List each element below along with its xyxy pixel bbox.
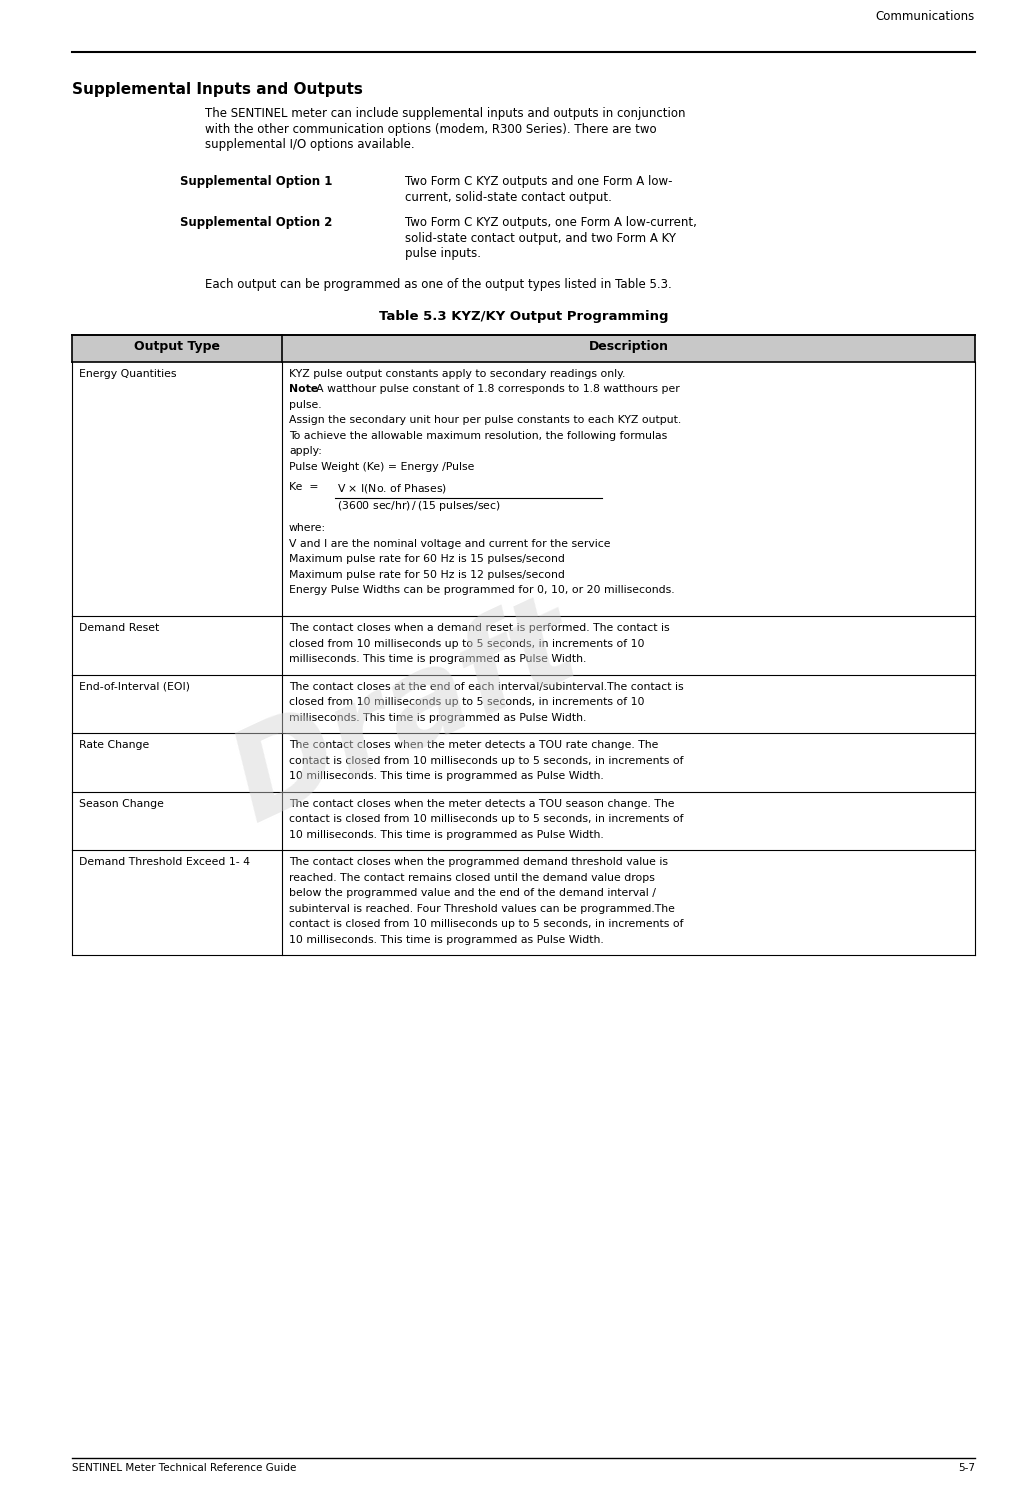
Text: 5-7: 5-7 <box>958 1463 975 1474</box>
Text: Energy Quantities: Energy Quantities <box>79 370 176 378</box>
Text: Season Change: Season Change <box>79 799 164 809</box>
Text: To achieve the allowable maximum resolution, the following formulas: To achieve the allowable maximum resolut… <box>289 431 668 441</box>
Text: closed from 10 milliseconds up to 5 seconds, in increments of 10: closed from 10 milliseconds up to 5 seco… <box>289 697 644 708</box>
Text: where:: where: <box>289 523 326 533</box>
Text: Each output can be programmed as one of the output types listed in Table 5.3.: Each output can be programmed as one of … <box>205 279 672 291</box>
Text: Output Type: Output Type <box>134 340 220 353</box>
Text: Draft: Draft <box>215 584 596 846</box>
Text: Rate Change: Rate Change <box>79 741 149 751</box>
Text: The contact closes when the meter detects a TOU season change. The: The contact closes when the meter detect… <box>289 799 675 809</box>
Text: current, solid-state contact output.: current, solid-state contact output. <box>405 191 612 204</box>
Text: Note: Note <box>289 384 318 395</box>
Text: The contact closes when the meter detects a TOU rate change. The: The contact closes when the meter detect… <box>289 741 658 751</box>
Text: 10 milliseconds. This time is programmed as Pulse Width.: 10 milliseconds. This time is programmed… <box>289 936 604 945</box>
Text: Energy Pulse Widths can be programmed for 0, 10, or 20 milliseconds.: Energy Pulse Widths can be programmed fo… <box>289 586 675 596</box>
Text: solid-state contact output, and two Form A KY: solid-state contact output, and two Form… <box>405 232 676 244</box>
Text: End-of-Interval (EOI): End-of-Interval (EOI) <box>79 682 190 691</box>
Text: milliseconds. This time is programmed as Pulse Width.: milliseconds. This time is programmed as… <box>289 714 587 723</box>
Text: contact is closed from 10 milliseconds up to 5 seconds, in increments of: contact is closed from 10 milliseconds u… <box>289 755 684 766</box>
Text: pulse inputs.: pulse inputs. <box>405 247 481 261</box>
Text: The contact closes when the programmed demand threshold value is: The contact closes when the programmed d… <box>289 858 668 867</box>
Text: Two Form C KYZ outputs and one Form A low-: Two Form C KYZ outputs and one Form A lo… <box>405 176 673 189</box>
Text: V and I are the nominal voltage and current for the service: V and I are the nominal voltage and curr… <box>289 539 611 548</box>
Text: Demand Reset: Demand Reset <box>79 623 159 633</box>
Text: KYZ pulse output constants apply to secondary readings only.: KYZ pulse output constants apply to seco… <box>289 370 625 378</box>
Text: SENTINEL Meter Technical Reference Guide: SENTINEL Meter Technical Reference Guide <box>72 1463 297 1474</box>
Text: subinterval is reached. Four Threshold values can be programmed.The: subinterval is reached. Four Threshold v… <box>289 904 675 913</box>
Text: Demand Threshold Exceed 1- 4: Demand Threshold Exceed 1- 4 <box>79 858 250 867</box>
Text: contact is closed from 10 milliseconds up to 5 seconds, in increments of: contact is closed from 10 milliseconds u… <box>289 815 684 824</box>
Text: with the other communication options (modem, R300 Series). There are two: with the other communication options (mo… <box>205 122 656 136</box>
Text: Communications: Communications <box>876 10 975 22</box>
Text: contact is closed from 10 milliseconds up to 5 seconds, in increments of: contact is closed from 10 milliseconds u… <box>289 919 684 930</box>
Text: supplemental I/O options available.: supplemental I/O options available. <box>205 139 414 150</box>
Text: The contact closes when a demand reset is performed. The contact is: The contact closes when a demand reset i… <box>289 623 670 633</box>
Text: The SENTINEL meter can include supplemental inputs and outputs in conjunction: The SENTINEL meter can include supplemen… <box>205 107 686 121</box>
Text: Maximum pulse rate for 60 Hz is 15 pulses/second: Maximum pulse rate for 60 Hz is 15 pulse… <box>289 554 565 565</box>
Text: Ke  =: Ke = <box>289 483 318 493</box>
Text: (3600 sec/hr)$\,/\,$(15 pulses/sec): (3600 sec/hr)$\,/\,$(15 pulses/sec) <box>337 499 500 513</box>
Text: Assign the secondary unit hour per pulse constants to each KYZ output.: Assign the secondary unit hour per pulse… <box>289 416 682 426</box>
Text: 10 milliseconds. This time is programmed as Pulse Width.: 10 milliseconds. This time is programmed… <box>289 830 604 840</box>
Text: Table 5.3 KYZ/KY Output Programming: Table 5.3 KYZ/KY Output Programming <box>379 310 669 323</box>
Bar <box>72 335 975 362</box>
Text: Supplemental Option 1: Supplemental Option 1 <box>180 176 332 189</box>
Text: Description: Description <box>589 340 669 353</box>
Text: closed from 10 milliseconds up to 5 seconds, in increments of 10: closed from 10 milliseconds up to 5 seco… <box>289 639 644 650</box>
Text: Supplemental Inputs and Outputs: Supplemental Inputs and Outputs <box>72 82 363 97</box>
Text: The contact closes at the end of each interval/subinterval.The contact is: The contact closes at the end of each in… <box>289 682 684 691</box>
Text: reached. The contact remains closed until the demand value drops: reached. The contact remains closed unti… <box>289 873 654 884</box>
Text: Maximum pulse rate for 50 Hz is 12 pulses/second: Maximum pulse rate for 50 Hz is 12 pulse… <box>289 571 565 580</box>
Text: milliseconds. This time is programmed as Pulse Width.: milliseconds. This time is programmed as… <box>289 654 587 665</box>
Text: Two Form C KYZ outputs, one Form A low-current,: Two Form C KYZ outputs, one Form A low-c… <box>405 216 697 229</box>
Text: Supplemental Option 2: Supplemental Option 2 <box>180 216 332 229</box>
Text: 10 milliseconds. This time is programmed as Pulse Width.: 10 milliseconds. This time is programmed… <box>289 772 604 781</box>
Text: V $\times$ I(No. of Phases): V $\times$ I(No. of Phases) <box>337 483 447 496</box>
Text: : A watthour pulse constant of 1.8 corresponds to 1.8 watthours per: : A watthour pulse constant of 1.8 corre… <box>309 384 680 395</box>
Text: pulse.: pulse. <box>289 399 321 410</box>
Text: Pulse Weight (Ke) = Energy /Pulse: Pulse Weight (Ke) = Energy /Pulse <box>289 462 474 472</box>
Text: below the programmed value and the end of the demand interval /: below the programmed value and the end o… <box>289 888 655 898</box>
Text: apply:: apply: <box>289 447 322 456</box>
